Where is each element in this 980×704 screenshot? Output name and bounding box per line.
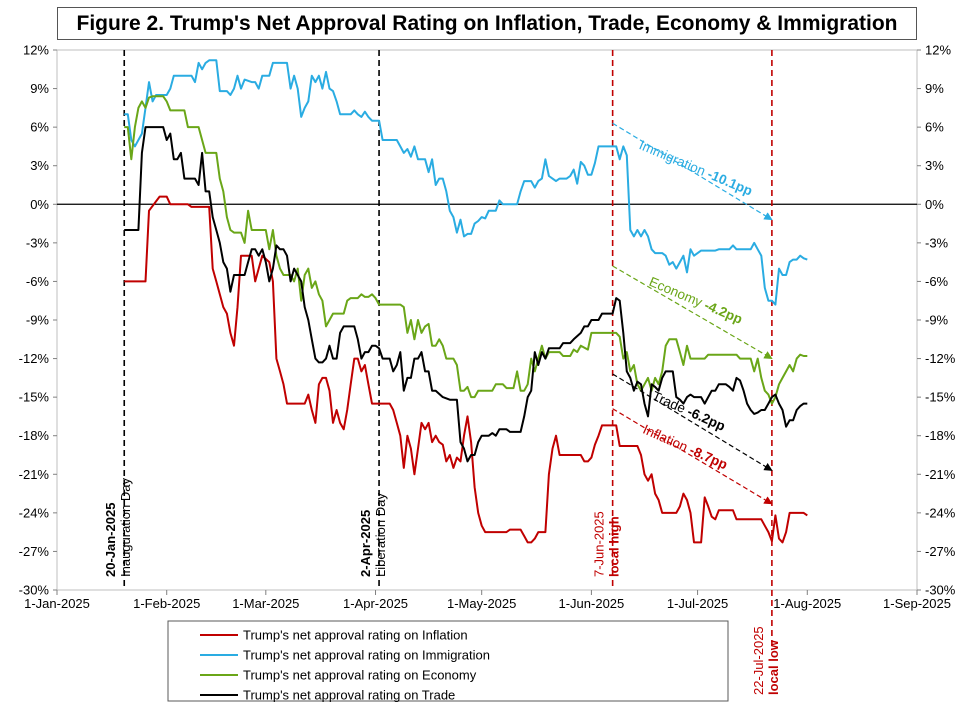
y-tick-label-right: -15% [925,390,956,405]
x-tick-label: 1-Jul-2025 [667,596,728,611]
y-tick-label-right: 3% [925,158,944,173]
y-tick-label-right: -24% [925,505,956,520]
y-tick-label-right: -6% [925,274,949,289]
y-tick-label-left: -9% [26,313,50,328]
y-tick-label-right: -3% [925,235,949,250]
legend-entry: Trump's net approval rating on Inflation [243,628,468,643]
y-tick-label-right: 12% [925,43,951,58]
y-tick-label-left: -18% [19,428,50,443]
legend-entry: Trump's net approval rating on Immigrati… [243,648,490,663]
y-tick-label-left: -3% [26,235,50,250]
series-layer [124,59,808,544]
annotation-series-name: Economy [647,274,708,311]
event-note-label: local high [607,516,622,577]
plot-area [56,49,918,591]
annotation-change-value: -8.7pp [687,442,729,472]
y-tick-label-left: 6% [30,120,49,135]
x-tick-label: 1-Jun-2025 [559,596,625,611]
annotation-change-value: -4.2pp [702,297,744,326]
annotation-label: Immigration -10.1pp [637,137,755,198]
y-tick-label-left: -15% [19,390,50,405]
y-tick-label-right: -21% [925,467,956,482]
annotation-arrow [612,122,773,221]
x-tick-label: 1-Feb-2025 [133,596,200,611]
chart-title: Figure 2. Trump's Net Approval Rating on… [57,7,917,40]
y-tick-label-right: 0% [925,197,944,212]
legend: Trump's net approval rating on Inflation… [167,620,729,703]
y-tick-label-right: -27% [925,544,956,559]
event-note-label: Liberation Day [373,493,388,577]
y-tick-label-left: -6% [26,274,50,289]
event-date-label: 7-Jun-2025 [592,511,607,577]
series-line-2 [124,95,808,405]
y-tick-label-right: -12% [925,351,956,366]
event-date-label: 20-Jan-2025 [103,503,118,577]
y-tick-label-left: -27% [19,544,50,559]
x-tick-label: 1-Mar-2025 [232,596,299,611]
axes-layer: 12% 12% 9% 9% 6% 6% 3% 3% 0% 0% -3% -3% -6% -6% -9% -9%… [19,43,956,612]
event-date-label: 22-Jul-2025 [751,626,766,695]
annotation-label: Economy -4.2pp [647,274,745,327]
annotation-arrow [612,265,773,360]
x-tick-label: 1-May-2025 [447,596,516,611]
event-lines-layer: 20-Jan-2025 Inauguration Day 2-Apr-2025 Lib… [103,50,781,695]
annotation-series-name: Immigration [637,137,711,180]
y-tick-label-left: -21% [19,467,50,482]
y-tick-label-left: -30% [19,583,50,598]
x-tick-label: 1-Sep-2025 [883,596,951,611]
series-line-1 [124,59,808,306]
y-tick-label-right: 6% [925,120,944,135]
y-tick-label-left: 12% [23,43,49,58]
event-note-label: local low [766,639,781,695]
y-tick-label-right: 9% [925,81,944,96]
y-tick-label-left: 9% [30,81,49,96]
x-tick-label: 1-Apr-2025 [343,596,408,611]
y-tick-label-left: 0% [30,197,49,212]
y-tick-label-left: 3% [30,158,49,173]
legend-entry: Trump's net approval rating on Trade [243,688,455,703]
annotation-arrow [612,373,773,471]
y-tick-label-left: -24% [19,505,50,520]
series-line-0 [124,195,808,544]
x-tick-label: 1-Jan-2025 [24,596,90,611]
series-line-3 [124,126,808,463]
legend-entry: Trump's net approval rating on Economy [243,668,477,683]
annotation-series-name: Inflation [641,422,694,456]
event-date-label: 2-Apr-2025 [358,510,373,577]
annotation-change-value: -6.2pp [685,404,727,434]
annotation-arrow [612,408,773,505]
y-tick-label-right: -30% [925,583,956,598]
annotation-series-name: Trade [650,388,691,417]
y-tick-label-right: -18% [925,428,956,443]
x-tick-label: 1-Aug-2025 [773,596,841,611]
y-tick-label-right: -9% [925,313,949,328]
event-note-label: Inauguration Day [118,477,133,577]
y-tick-label-left: -12% [19,351,50,366]
legend-box [167,620,729,702]
